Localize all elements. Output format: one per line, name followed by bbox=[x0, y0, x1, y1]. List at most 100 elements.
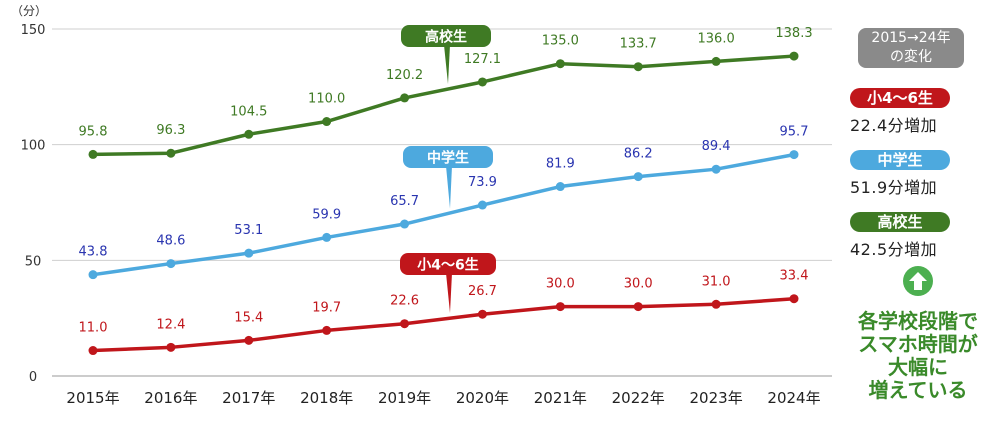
y-tick-label: 50 bbox=[25, 254, 42, 269]
data-point-high-school bbox=[477, 77, 487, 87]
x-tick-label: 2021年 bbox=[534, 389, 587, 407]
legend-change-high-school: 42.5分増加 bbox=[850, 240, 938, 259]
x-tick-label: 2016年 bbox=[144, 389, 197, 407]
data-point-elementary bbox=[166, 342, 176, 352]
data-point-junior-high bbox=[88, 270, 98, 280]
data-point-junior-high bbox=[789, 150, 799, 160]
data-point-elementary bbox=[88, 346, 98, 356]
legend-label-elementary: 小4〜6生 bbox=[850, 88, 950, 108]
data-label-junior-high: 59.9 bbox=[312, 207, 341, 222]
data-point-high-school bbox=[711, 56, 721, 66]
summary-line-3: 大幅に bbox=[888, 355, 948, 379]
x-tick-label: 2020年 bbox=[456, 389, 509, 407]
data-label-high-school: 95.8 bbox=[79, 124, 108, 139]
data-label-high-school: 96.3 bbox=[156, 123, 185, 138]
data-point-junior-high bbox=[477, 200, 487, 210]
legend-change-junior-high: 51.9分増加 bbox=[850, 178, 938, 197]
data-label-high-school: 133.7 bbox=[620, 37, 657, 52]
data-label-junior-high: 95.7 bbox=[780, 125, 809, 140]
callout-label-elementary: 小4〜6生 bbox=[417, 257, 478, 274]
summary-line-2: スマホ時間が bbox=[858, 332, 978, 356]
data-label-junior-high: 53.1 bbox=[234, 223, 263, 238]
data-label-high-school: 136.0 bbox=[698, 31, 735, 46]
legend-item-junior-high: 中学生 51.9分増加 bbox=[850, 150, 980, 198]
range-label-line2: の変化 bbox=[890, 49, 932, 65]
data-point-high-school bbox=[322, 117, 332, 127]
y-tick-label: 100 bbox=[21, 139, 46, 154]
data-label-elementary: 19.7 bbox=[312, 300, 341, 315]
legend-item-high-school: 高校生 42.5分増加 bbox=[850, 212, 980, 260]
data-point-high-school bbox=[244, 129, 254, 139]
data-label-elementary: 22.6 bbox=[390, 294, 419, 309]
data-point-elementary bbox=[789, 294, 799, 304]
x-tick-label: 2018年 bbox=[300, 389, 353, 407]
summary-text: 各学校段階で スマホ時間が 大幅に 増えている bbox=[848, 310, 988, 402]
callout-pointer-junior-high bbox=[446, 166, 452, 209]
data-point-high-school bbox=[166, 148, 176, 158]
data-point-high-school bbox=[555, 59, 565, 69]
callout-pointer-high-school bbox=[444, 45, 450, 84]
data-label-elementary: 15.4 bbox=[234, 310, 263, 325]
data-label-high-school: 120.2 bbox=[386, 68, 423, 83]
data-point-elementary bbox=[244, 335, 254, 345]
data-label-elementary: 26.7 bbox=[468, 284, 497, 299]
y-unit-label: （分） bbox=[11, 4, 47, 18]
data-point-junior-high bbox=[633, 172, 643, 182]
series-line-junior-high bbox=[92, 152, 795, 277]
callout-label-junior-high: 中学生 bbox=[427, 150, 469, 167]
data-label-elementary: 30.0 bbox=[624, 277, 653, 292]
legend-label-junior-high: 中学生 bbox=[850, 150, 950, 170]
x-tick-label: 2017年 bbox=[222, 389, 275, 407]
data-label-elementary: 33.4 bbox=[780, 269, 809, 284]
data-point-elementary bbox=[477, 309, 487, 319]
data-label-high-school: 104.5 bbox=[230, 104, 267, 119]
data-point-high-school bbox=[400, 93, 410, 103]
data-point-elementary bbox=[555, 302, 565, 312]
data-label-high-school: 110.0 bbox=[308, 92, 345, 107]
y-tick-label: 0 bbox=[29, 370, 37, 385]
y-tick-label: 150 bbox=[21, 23, 46, 38]
x-tick-label: 2024年 bbox=[767, 389, 820, 407]
data-point-junior-high bbox=[244, 248, 254, 258]
data-point-junior-high bbox=[166, 259, 176, 269]
data-label-junior-high: 86.2 bbox=[624, 147, 653, 162]
callout-pointer-elementary bbox=[446, 273, 452, 313]
data-label-junior-high: 43.8 bbox=[79, 245, 108, 260]
data-point-junior-high bbox=[555, 182, 565, 192]
x-tick-label: 2022年 bbox=[612, 389, 665, 407]
data-label-junior-high: 89.4 bbox=[702, 139, 731, 154]
data-label-junior-high: 73.9 bbox=[468, 175, 497, 190]
x-tick-label: 2015年 bbox=[66, 389, 119, 407]
data-point-elementary bbox=[400, 319, 410, 329]
data-point-junior-high bbox=[711, 164, 721, 174]
data-label-high-school: 127.1 bbox=[464, 52, 501, 67]
summary-line-1: 各学校段階で bbox=[858, 309, 978, 333]
legend-change-elementary: 22.4分増加 bbox=[850, 116, 938, 135]
data-point-high-school bbox=[88, 149, 98, 159]
series-line-high-school bbox=[92, 54, 795, 157]
data-point-junior-high bbox=[322, 232, 332, 242]
data-label-high-school: 138.3 bbox=[775, 26, 812, 41]
range-label-line1: 2015→24年 bbox=[871, 30, 951, 46]
data-point-elementary bbox=[633, 302, 643, 312]
data-point-high-school bbox=[789, 51, 799, 61]
series-line-elementary bbox=[92, 296, 795, 353]
summary-line-4: 増えている bbox=[868, 378, 968, 402]
data-label-elementary: 11.0 bbox=[79, 321, 108, 336]
callout-box-elementary bbox=[400, 253, 496, 275]
x-tick-label: 2023年 bbox=[690, 389, 743, 407]
data-label-high-school: 135.0 bbox=[542, 34, 579, 49]
data-label-elementary: 12.4 bbox=[156, 317, 185, 332]
legend-item-elementary: 小4〜6生 22.4分増加 bbox=[850, 88, 980, 136]
up-arrow-icon bbox=[903, 266, 933, 296]
data-label-junior-high: 81.9 bbox=[546, 157, 575, 172]
data-point-junior-high bbox=[400, 219, 410, 229]
callout-box-junior-high bbox=[403, 146, 493, 168]
data-label-junior-high: 65.7 bbox=[390, 194, 419, 209]
callout-box-high-school bbox=[401, 25, 491, 47]
data-point-elementary bbox=[322, 325, 332, 335]
x-tick-label: 2019年 bbox=[378, 389, 431, 407]
legend-label-high-school: 高校生 bbox=[850, 212, 950, 232]
callout-label-high-school: 高校生 bbox=[425, 29, 467, 46]
